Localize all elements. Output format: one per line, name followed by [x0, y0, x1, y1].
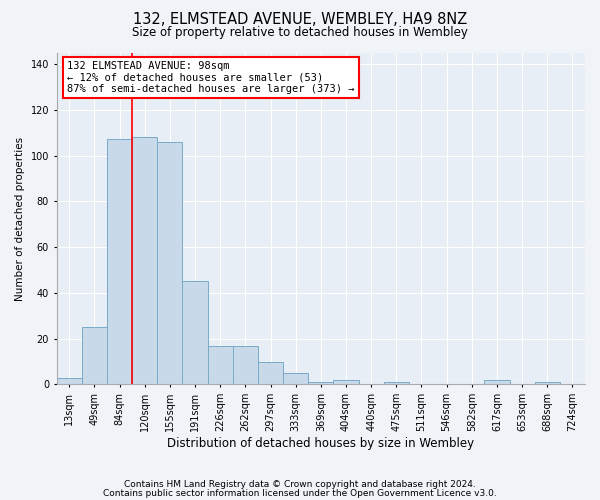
Text: Contains HM Land Registry data © Crown copyright and database right 2024.: Contains HM Land Registry data © Crown c… [124, 480, 476, 489]
Bar [308, 382, 334, 384]
Bar [182, 282, 208, 385]
X-axis label: Distribution of detached houses by size in Wembley: Distribution of detached houses by size … [167, 437, 475, 450]
Text: 132 ELMSTEAD AVENUE: 98sqm
← 12% of detached houses are smaller (53)
87% of semi: 132 ELMSTEAD AVENUE: 98sqm ← 12% of deta… [67, 61, 355, 94]
Bar [107, 140, 132, 384]
Bar [82, 327, 107, 384]
Bar [233, 346, 258, 385]
Text: Size of property relative to detached houses in Wembley: Size of property relative to detached ho… [132, 26, 468, 39]
Bar [208, 346, 233, 385]
Bar [334, 380, 359, 384]
Bar [132, 137, 157, 384]
Text: 132, ELMSTEAD AVENUE, WEMBLEY, HA9 8NZ: 132, ELMSTEAD AVENUE, WEMBLEY, HA9 8NZ [133, 12, 467, 28]
Bar [283, 373, 308, 384]
Bar [484, 380, 509, 384]
Y-axis label: Number of detached properties: Number of detached properties [15, 136, 25, 300]
Text: Contains public sector information licensed under the Open Government Licence v3: Contains public sector information licen… [103, 488, 497, 498]
Bar [157, 142, 182, 384]
Bar [258, 362, 283, 384]
Bar [535, 382, 560, 384]
Bar [56, 378, 82, 384]
Bar [384, 382, 409, 384]
